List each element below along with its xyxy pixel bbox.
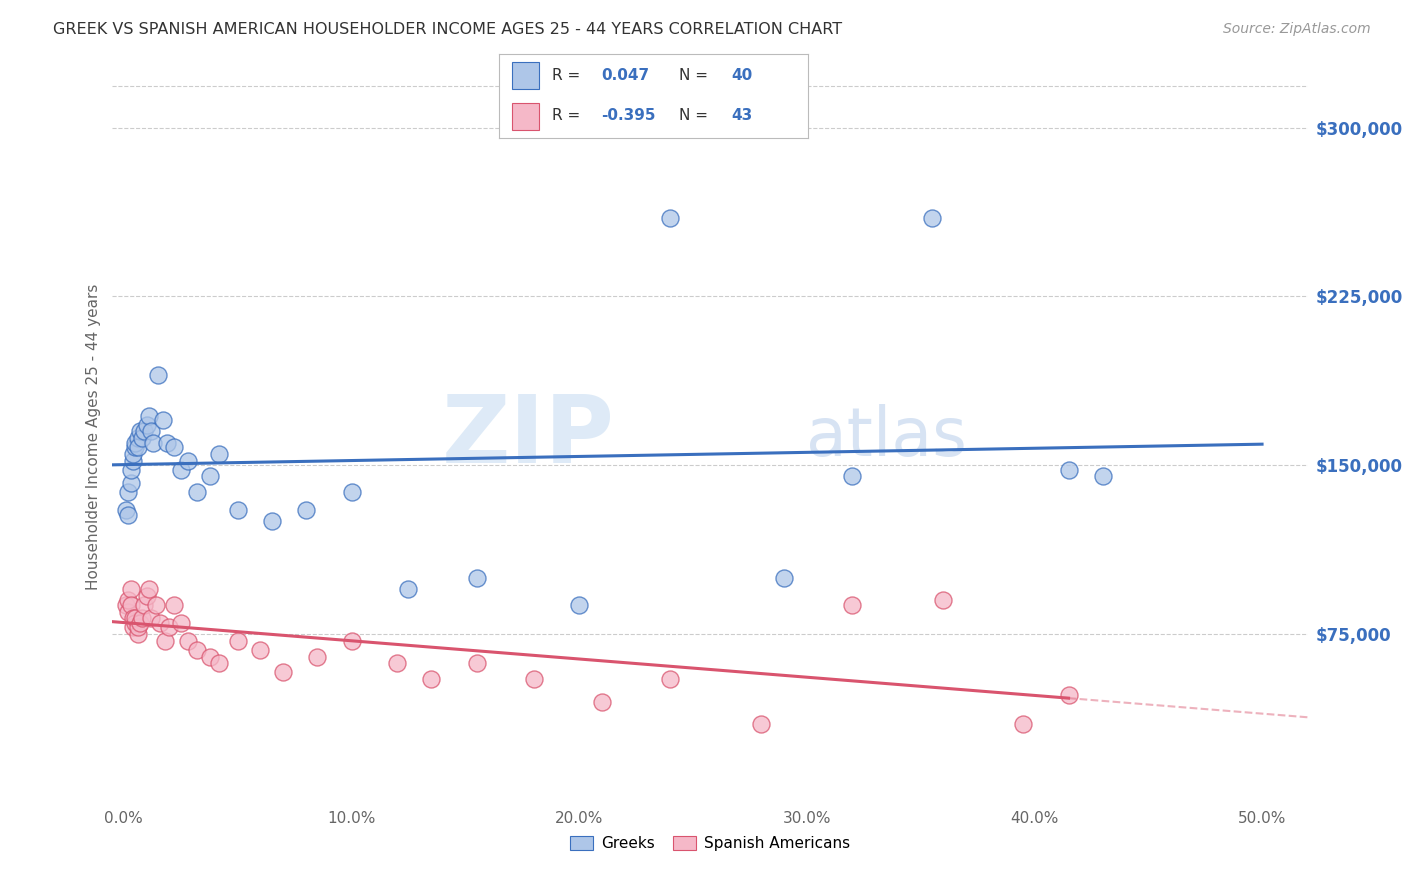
Point xyxy=(115,503,138,517)
FancyBboxPatch shape xyxy=(512,62,540,89)
Point xyxy=(170,463,193,477)
Point xyxy=(146,368,169,383)
Point xyxy=(295,503,318,517)
Point xyxy=(1057,463,1080,477)
Text: atlas: atlas xyxy=(806,404,966,470)
Point xyxy=(124,611,146,625)
Point xyxy=(115,598,138,612)
Point xyxy=(749,717,772,731)
Point xyxy=(659,672,682,686)
Point xyxy=(176,453,198,467)
Point xyxy=(131,611,153,625)
Text: ZIP: ZIP xyxy=(441,391,614,483)
Point xyxy=(260,515,283,529)
Point xyxy=(120,476,142,491)
Point xyxy=(117,508,139,522)
Y-axis label: Householder Income Ages 25 - 44 years: Householder Income Ages 25 - 44 years xyxy=(86,284,101,591)
Point xyxy=(163,598,186,612)
Point xyxy=(396,582,419,596)
Point xyxy=(523,672,546,686)
Point xyxy=(135,589,157,603)
Point xyxy=(170,615,193,630)
Point xyxy=(142,435,165,450)
Point xyxy=(465,657,488,671)
Point xyxy=(128,615,150,630)
Point xyxy=(921,211,943,225)
Text: R =: R = xyxy=(551,108,585,123)
Point xyxy=(120,582,142,596)
Point xyxy=(200,469,222,483)
Point xyxy=(122,611,145,625)
Text: N =: N = xyxy=(679,108,713,123)
Point xyxy=(138,409,160,423)
Text: 40: 40 xyxy=(731,69,752,84)
Point xyxy=(163,440,186,454)
Point xyxy=(208,657,231,671)
Text: -0.395: -0.395 xyxy=(602,108,655,123)
Point xyxy=(307,649,329,664)
Point xyxy=(157,620,180,634)
Point xyxy=(841,469,863,483)
Point xyxy=(659,211,682,225)
Point xyxy=(127,620,149,634)
Point xyxy=(841,598,863,612)
Point xyxy=(127,627,149,641)
Point xyxy=(117,485,139,500)
Point xyxy=(773,571,796,585)
Point xyxy=(249,642,271,657)
Point xyxy=(122,447,145,461)
Point xyxy=(340,633,363,648)
Point xyxy=(208,447,231,461)
Point xyxy=(134,598,156,612)
Point xyxy=(127,440,149,454)
Point xyxy=(568,598,591,612)
FancyBboxPatch shape xyxy=(512,103,540,130)
Point xyxy=(200,649,222,664)
Point xyxy=(124,615,146,630)
Point xyxy=(122,620,145,634)
Point xyxy=(153,633,176,648)
Point xyxy=(1012,717,1035,731)
Point xyxy=(149,615,172,630)
Point xyxy=(152,413,174,427)
Point xyxy=(932,593,955,607)
Text: R =: R = xyxy=(551,69,585,84)
Point xyxy=(138,582,160,596)
Point xyxy=(131,431,153,445)
Text: 0.047: 0.047 xyxy=(602,69,650,84)
Point xyxy=(226,633,249,648)
Point xyxy=(420,672,443,686)
Point xyxy=(120,598,142,612)
Text: N =: N = xyxy=(679,69,713,84)
Point xyxy=(122,453,145,467)
Point xyxy=(465,571,488,585)
Text: 43: 43 xyxy=(731,108,752,123)
Point xyxy=(176,633,198,648)
Point xyxy=(117,605,139,619)
Point xyxy=(1091,469,1114,483)
Point xyxy=(124,435,146,450)
Point xyxy=(141,611,163,625)
Point xyxy=(340,485,363,500)
Point xyxy=(226,503,249,517)
Point xyxy=(120,463,142,477)
Point xyxy=(156,435,179,450)
Text: Source: ZipAtlas.com: Source: ZipAtlas.com xyxy=(1223,22,1371,37)
Text: GREEK VS SPANISH AMERICAN HOUSEHOLDER INCOME AGES 25 - 44 YEARS CORRELATION CHAR: GREEK VS SPANISH AMERICAN HOUSEHOLDER IN… xyxy=(53,22,842,37)
Point xyxy=(124,440,146,454)
Point xyxy=(186,642,208,657)
Point xyxy=(128,425,150,439)
Point xyxy=(385,657,408,671)
Point xyxy=(127,431,149,445)
Point xyxy=(141,425,163,439)
Point xyxy=(271,665,294,680)
Legend: Greeks, Spanish Americans: Greeks, Spanish Americans xyxy=(564,830,856,857)
Point xyxy=(591,694,613,708)
Point xyxy=(134,425,156,439)
Point xyxy=(145,598,167,612)
Point xyxy=(186,485,208,500)
Point xyxy=(117,593,139,607)
Point xyxy=(1057,688,1080,702)
Point xyxy=(135,417,157,432)
